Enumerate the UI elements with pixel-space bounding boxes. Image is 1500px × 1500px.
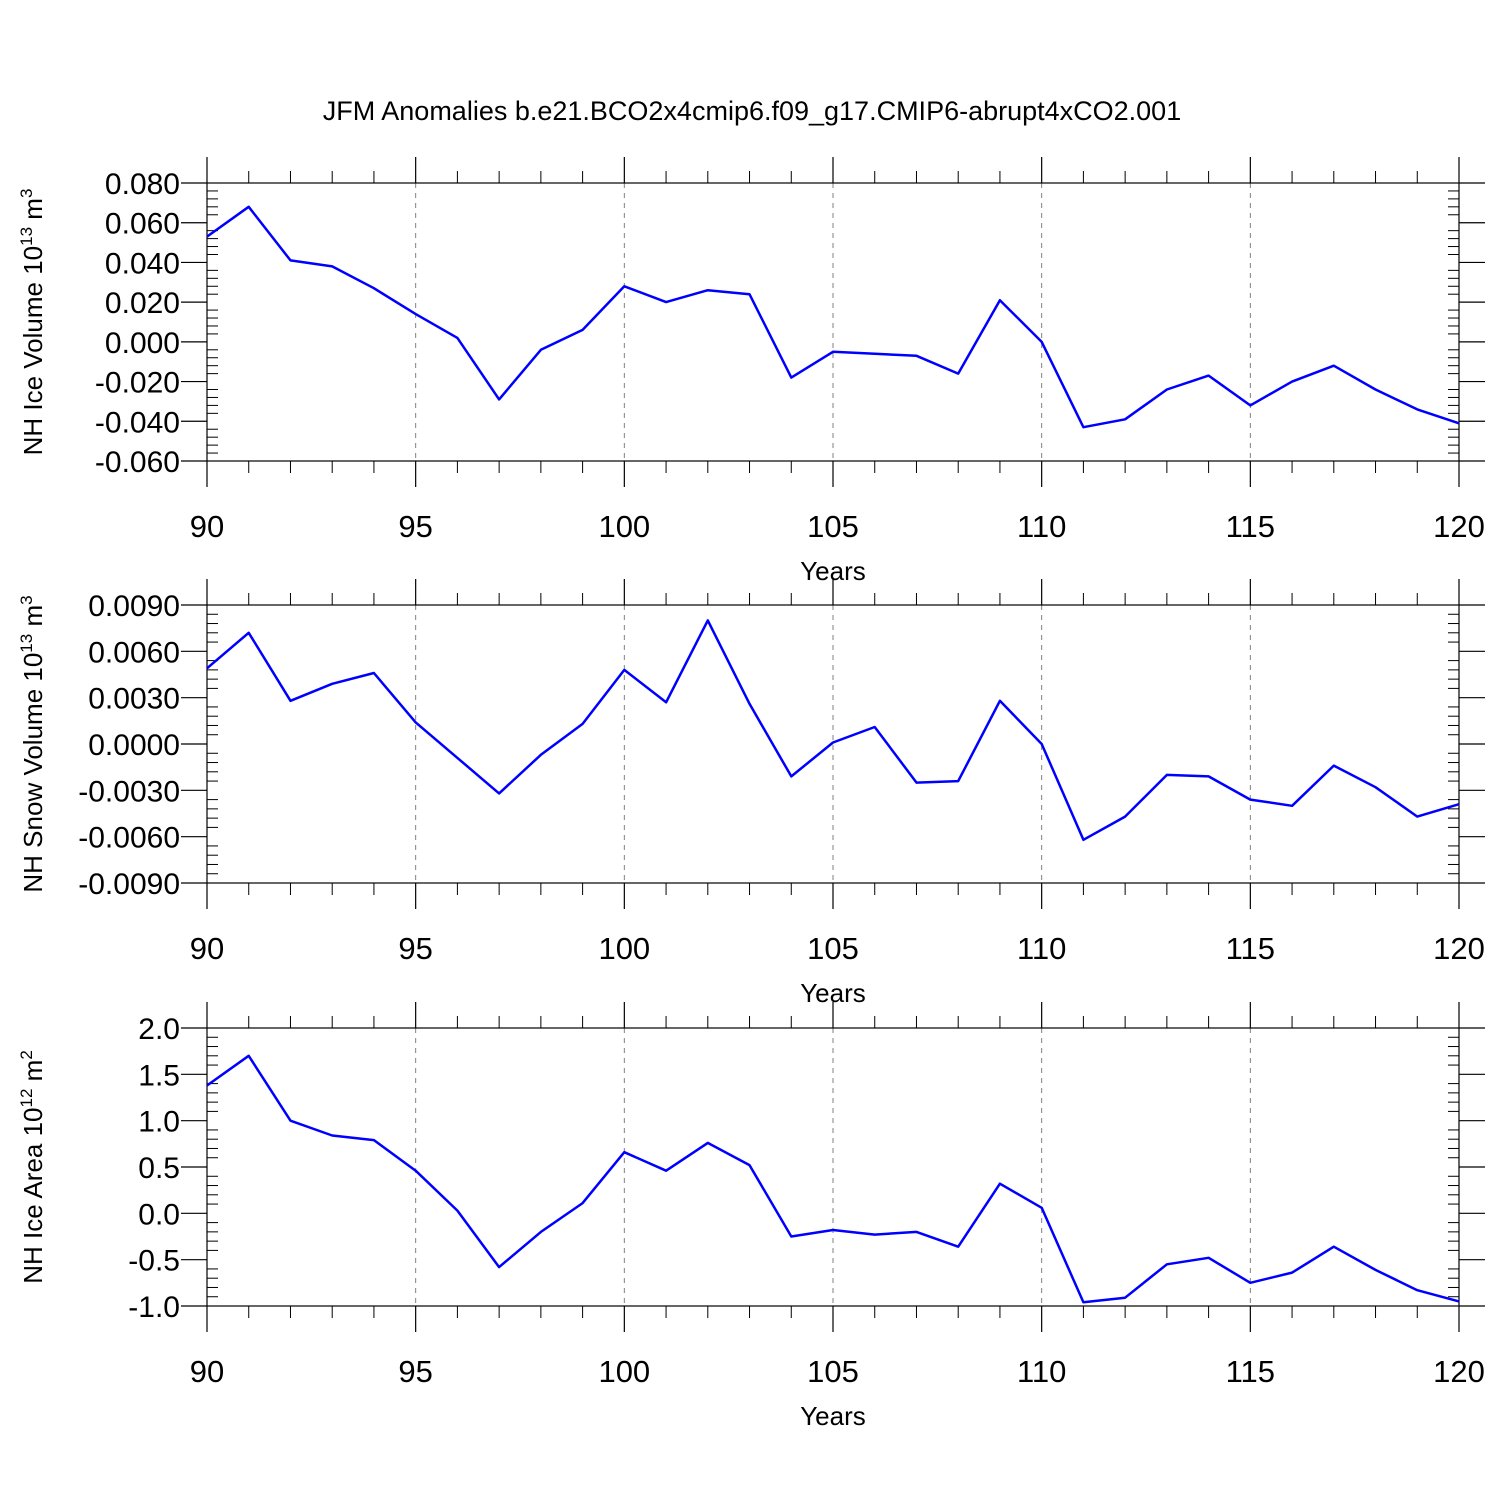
x-tick-label: 115 — [1226, 1354, 1275, 1389]
series-line — [206, 205, 1460, 429]
y-tick-label: 0.0030 — [88, 683, 180, 716]
y-axis-label-unit: m — [18, 605, 48, 634]
y-axis-label-unit: m — [18, 1060, 48, 1089]
y-tick-label: 1.0 — [138, 1106, 180, 1139]
x-tick-label: 95 — [398, 931, 432, 966]
x-tick-label: 90 — [190, 1354, 224, 1389]
y-axis-label-exponent: 13 — [17, 227, 36, 246]
x-tick-label: 90 — [190, 509, 224, 544]
y-tick-label: -0.0030 — [78, 775, 180, 808]
y-tick-label: -0.5 — [128, 1245, 180, 1278]
y-axis-label: NH Ice Volume 1013 m3 — [17, 189, 48, 456]
y-axis-label: NH Snow Volume 1013 m3 — [17, 595, 48, 892]
x-tick-label: 110 — [1017, 509, 1066, 544]
x-tick-label: 95 — [398, 509, 432, 544]
x-tick-label: 90 — [190, 931, 224, 966]
y-tick-label: 0.020 — [105, 287, 180, 320]
y-tick-label: -1.0 — [128, 1291, 180, 1324]
x-axis-label: Years — [800, 1401, 866, 1431]
x-tick-label: 115 — [1226, 509, 1275, 544]
y-axis-label-unit-exponent: 3 — [17, 189, 36, 198]
y-tick-label: -0.060 — [95, 446, 180, 479]
x-tick-label: 100 — [598, 1354, 650, 1389]
y-axis-label-text: NH Snow Volume 10 — [18, 653, 48, 893]
x-tick-label: 115 — [1226, 931, 1275, 966]
y-axis-label-text: NH Ice Area 10 — [18, 1107, 48, 1283]
y-tick-label: 0.060 — [105, 208, 180, 241]
y-tick-label: 1.5 — [138, 1059, 180, 1092]
y-tick-label: 2.0 — [138, 1013, 180, 1046]
y-axis-label-unit: m — [18, 198, 48, 227]
y-tick-label: 0.0000 — [88, 729, 180, 762]
x-tick-label: 100 — [598, 931, 650, 966]
chart-panels: -0.060 -0.040 -0.020 0.000 0.020 0.040 0.060 0.… — [17, 157, 1485, 1431]
y-tick-label: 0.5 — [138, 1152, 180, 1185]
x-tick-label: 105 — [807, 1354, 859, 1389]
y-axis-label-exponent: 12 — [17, 1089, 36, 1108]
x-tick-label: 110 — [1017, 931, 1066, 966]
y-axis-label: NH Ice Area 1012 m2 — [17, 1050, 48, 1284]
x-tick-label: 95 — [398, 1354, 432, 1389]
y-axis-label-unit-exponent: 3 — [17, 595, 36, 604]
x-tick-label: 105 — [807, 509, 859, 544]
y-tick-label: -0.0090 — [78, 868, 180, 901]
y-tick-label: 0.0090 — [88, 590, 180, 623]
x-tick-label: 120 — [1433, 509, 1485, 544]
figure-title: JFM Anomalies b.e21.BCO2x4cmip6.f09_g17.… — [323, 96, 1181, 126]
y-tick-label: 0.0060 — [88, 636, 180, 669]
series-line — [206, 619, 1460, 842]
y-axis-label-text: NH Ice Volume 10 — [18, 246, 48, 456]
chart-panel-3: -1.0 -0.5 0.0 0.5 1.0 1.5 2.0 90 95 100 105 110 115 1… — [17, 1002, 1485, 1431]
y-axis-label-unit-exponent: 2 — [17, 1050, 36, 1059]
series-line — [206, 1054, 1460, 1304]
y-tick-label: 0.000 — [105, 327, 180, 360]
x-tick-label: 105 — [807, 931, 859, 966]
y-tick-label: -0.040 — [95, 406, 180, 439]
y-tick-label: -0.020 — [95, 367, 180, 400]
x-tick-label: 100 — [598, 509, 650, 544]
x-tick-label: 120 — [1433, 931, 1485, 966]
x-tick-label: 110 — [1017, 1354, 1066, 1389]
y-tick-label: 0.040 — [105, 247, 180, 280]
chart-panel-2: -0.0090 -0.0060 -0.0030 0.0000 0.0030 0.0060 0… — [17, 579, 1485, 1008]
y-axis-label-exponent: 13 — [17, 634, 36, 653]
y-tick-label: -0.0060 — [78, 822, 180, 855]
y-tick-label: 0.080 — [105, 168, 180, 201]
y-tick-label: 0.0 — [138, 1198, 180, 1231]
chart-panel-1: -0.060 -0.040 -0.020 0.000 0.020 0.040 0.060 0.… — [17, 157, 1485, 586]
x-tick-label: 120 — [1433, 1354, 1485, 1389]
